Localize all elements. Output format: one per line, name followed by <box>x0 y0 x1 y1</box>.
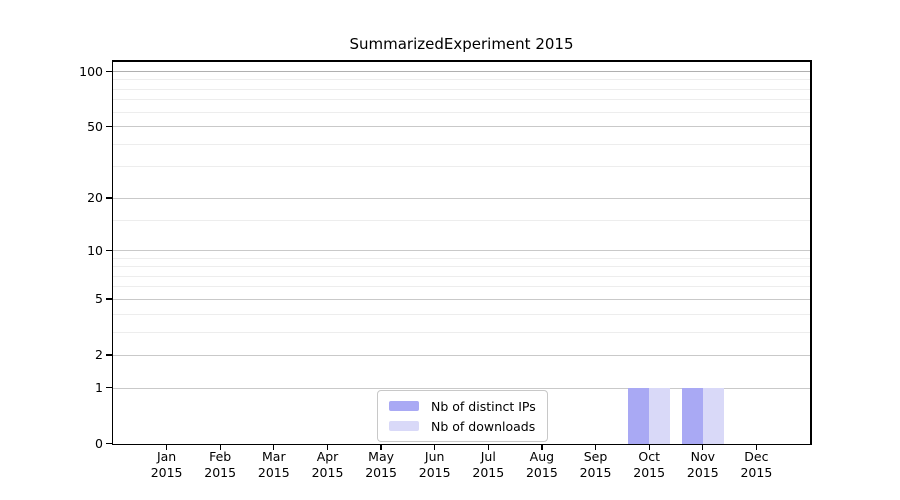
legend-label-distinct-ips: Nb of distinct IPs <box>431 398 536 414</box>
x-tick-mark <box>326 445 329 450</box>
bar-downloads-nov <box>702 387 724 444</box>
gridline-major <box>113 197 810 199</box>
gridline-major <box>113 250 810 251</box>
legend-swatch-distinct-ips <box>389 401 419 411</box>
gridline-minor <box>113 313 810 315</box>
x-tick-mark <box>434 445 436 450</box>
gridline-minor <box>113 219 810 221</box>
gridline-major <box>113 126 810 128</box>
gridline-minor <box>113 331 810 333</box>
bar-distinct-ips-oct <box>628 387 650 444</box>
legend-item-distinct-ips: Nb of distinct IPs <box>389 398 536 414</box>
legend-label-downloads: Nb of downloads <box>431 418 536 434</box>
x-axis-tick-label: Jun 2015 <box>418 449 451 480</box>
x-axis-tick-label: Jan 2015 <box>150 449 183 480</box>
legend-item-downloads: Nb of downloads <box>389 418 536 434</box>
y-tick-mark <box>105 249 112 251</box>
right-spine <box>810 60 812 445</box>
gridline-minor <box>113 275 810 277</box>
y-tick-mark <box>105 387 112 389</box>
x-tick-mark <box>594 445 597 450</box>
x-tick-mark <box>165 445 168 450</box>
x-tick-mark <box>219 445 221 450</box>
y-axis-tick-label: 10 <box>87 242 103 258</box>
chart-title: SummarizedExperiment 2015 <box>349 35 574 53</box>
gridline-minor <box>113 266 810 268</box>
x-axis-tick-label: Sep 2015 <box>579 449 612 480</box>
y-axis-tick-label: 2 <box>95 347 103 363</box>
y-axis-tick-label: 20 <box>87 190 103 206</box>
y-tick-mark <box>105 354 112 356</box>
gridline-minor <box>113 111 810 113</box>
x-axis-tick-label: Oct 2015 <box>633 449 666 480</box>
legend-swatch-downloads <box>389 421 419 431</box>
x-tick-mark <box>380 445 382 450</box>
plot-area <box>113 61 810 444</box>
gridline-minor <box>113 88 810 90</box>
x-axis-tick-label: Aug 2015 <box>525 449 558 480</box>
x-axis-tick-label: Mar 2015 <box>257 449 290 480</box>
x-tick-mark <box>755 445 758 450</box>
gridline-minor <box>113 99 810 101</box>
gridline-major <box>113 298 810 300</box>
x-tick-mark <box>702 445 704 450</box>
legend: Nb of distinct IPs Nb of downloads <box>377 390 548 442</box>
y-axis-tick-label: 0 <box>95 436 103 451</box>
y-axis-tick-label: 5 <box>95 291 103 307</box>
x-tick-mark <box>273 445 275 450</box>
y-tick-mark <box>105 443 112 445</box>
x-axis-tick-label: Feb 2015 <box>204 449 237 480</box>
left-spine <box>111 60 113 445</box>
gridline-major <box>113 387 810 389</box>
gridline-major <box>113 354 810 356</box>
gridline-minor <box>113 79 810 81</box>
y-tick-mark <box>105 125 112 128</box>
x-axis-tick-label: Nov 2015 <box>686 449 719 480</box>
y-axis-tick-label: 100 <box>79 63 103 79</box>
x-axis-tick-label: Jul 2015 <box>472 449 505 480</box>
y-tick-mark <box>105 197 112 199</box>
y-axis-tick-label: 1 <box>95 380 103 396</box>
top-spine <box>111 60 812 62</box>
gridline-minor <box>113 166 810 168</box>
x-axis-tick-label: Apr 2015 <box>311 449 344 480</box>
gridline-minor <box>113 143 810 145</box>
x-tick-mark <box>541 445 543 450</box>
x-tick-mark <box>648 445 650 450</box>
y-tick-mark <box>105 298 112 300</box>
x-axis-tick-label: Dec 2015 <box>740 449 773 480</box>
x-tick-mark <box>487 445 489 450</box>
y-tick-mark <box>105 70 112 72</box>
bar-distinct-ips-nov <box>681 387 703 444</box>
gridline-minor <box>113 257 810 259</box>
gridline-minor <box>113 286 810 288</box>
bottom-spine <box>111 443 812 446</box>
y-axis-tick-label: 50 <box>87 118 103 134</box>
x-axis-tick-label: May 2015 <box>365 449 397 480</box>
bar-downloads-oct <box>649 387 671 444</box>
gridline-major <box>113 71 810 72</box>
